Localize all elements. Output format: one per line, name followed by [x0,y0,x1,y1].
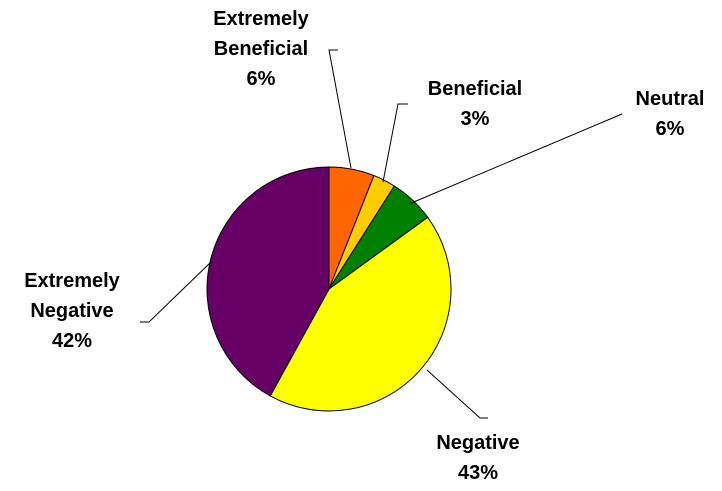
label-extremely-negative: Extremely Negative 42% [24,270,120,352]
leader-line-beneficial [382,103,408,183]
leader-line-extremely-negative [140,261,212,323]
leader-lines [140,49,623,419]
leader-line-extremely-beneficial [328,49,352,169]
pie-slice-negative [269,216,452,412]
leader-line-neutral [408,113,623,205]
label-neutral: Neutral 6% [635,88,705,140]
pie-slices [206,166,452,412]
pie-slice-extremely-negative [206,166,330,397]
label-extremely-beneficial: Extremely Beneficial 6% [213,8,309,90]
label-beneficial: Beneficial 3% [427,78,523,130]
leader-line-negative [426,369,488,419]
label-negative: Negative 43% [436,432,520,484]
